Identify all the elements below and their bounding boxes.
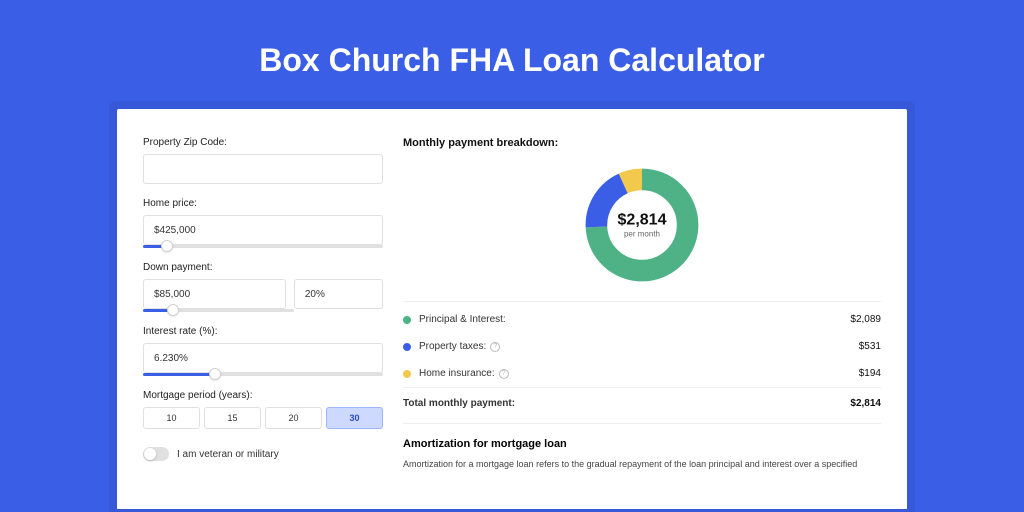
total-value: $2,814 xyxy=(850,398,881,409)
slider-thumb[interactable] xyxy=(167,304,179,316)
donut-chart: $2,814 per month xyxy=(403,157,881,301)
legend-dot xyxy=(403,316,411,324)
legend-total-row: Total monthly payment:$2,814 xyxy=(403,387,881,417)
legend-row: Property taxes: ?$531 xyxy=(403,333,881,360)
period-button-10[interactable]: 10 xyxy=(143,407,200,429)
legend-dot xyxy=(403,370,411,378)
down-payment-pct-input[interactable] xyxy=(294,279,383,309)
amortization-title: Amortization for mortgage loan xyxy=(403,438,881,450)
down-payment-slider[interactable] xyxy=(143,309,294,312)
down-payment-label: Down payment: xyxy=(143,262,383,273)
page-title: Box Church FHA Loan Calculator xyxy=(0,0,1024,109)
toggle-knob xyxy=(144,448,156,460)
period-label: Mortgage period (years): xyxy=(143,390,383,401)
slider-thumb[interactable] xyxy=(161,240,173,252)
total-label: Total monthly payment: xyxy=(403,398,850,409)
breakdown-column: Monthly payment breakdown: $2,814 per mo… xyxy=(403,137,881,509)
down-payment-group: Down payment: xyxy=(143,262,383,312)
legend-label: Property taxes: ? xyxy=(419,341,859,352)
zip-input[interactable] xyxy=(143,154,383,184)
divider xyxy=(403,423,881,424)
home-price-slider[interactable] xyxy=(143,245,383,248)
breakdown-title: Monthly payment breakdown: xyxy=(403,137,881,149)
legend-value: $2,089 xyxy=(850,314,881,325)
legend-value: $531 xyxy=(859,341,881,352)
donut-amount: $2,814 xyxy=(618,212,667,230)
legend-label: Principal & Interest: xyxy=(419,314,850,325)
form-column: Property Zip Code: Home price: Down paym… xyxy=(143,137,383,509)
period-button-15[interactable]: 15 xyxy=(204,407,261,429)
veteran-row: I am veteran or military xyxy=(143,447,383,461)
period-button-30[interactable]: 30 xyxy=(326,407,383,429)
interest-slider[interactable] xyxy=(143,373,383,376)
calculator-card: Property Zip Code: Home price: Down paym… xyxy=(117,109,907,509)
zip-label: Property Zip Code: xyxy=(143,137,383,148)
slider-thumb[interactable] xyxy=(209,368,221,380)
donut-sub: per month xyxy=(618,230,667,239)
legend-row: Principal & Interest:$2,089 xyxy=(403,306,881,333)
interest-input[interactable] xyxy=(143,343,383,373)
home-price-input[interactable] xyxy=(143,215,383,245)
legend-dot xyxy=(403,343,411,351)
period-group: Mortgage period (years): 10152030 xyxy=(143,390,383,429)
interest-label: Interest rate (%): xyxy=(143,326,383,337)
info-icon[interactable]: ? xyxy=(499,369,509,379)
veteran-toggle[interactable] xyxy=(143,447,169,461)
legend-value: $194 xyxy=(859,368,881,379)
down-payment-amount-input[interactable] xyxy=(143,279,286,309)
amortization-text: Amortization for a mortgage loan refers … xyxy=(403,458,881,471)
home-price-label: Home price: xyxy=(143,198,383,209)
home-price-group: Home price: xyxy=(143,198,383,248)
legend-label: Home insurance: ? xyxy=(419,368,859,379)
legend-row: Home insurance: ?$194 xyxy=(403,360,881,387)
interest-group: Interest rate (%): xyxy=(143,326,383,376)
veteran-label: I am veteran or military xyxy=(177,449,279,460)
period-button-20[interactable]: 20 xyxy=(265,407,322,429)
info-icon[interactable]: ? xyxy=(490,342,500,352)
zip-group: Property Zip Code: xyxy=(143,137,383,184)
